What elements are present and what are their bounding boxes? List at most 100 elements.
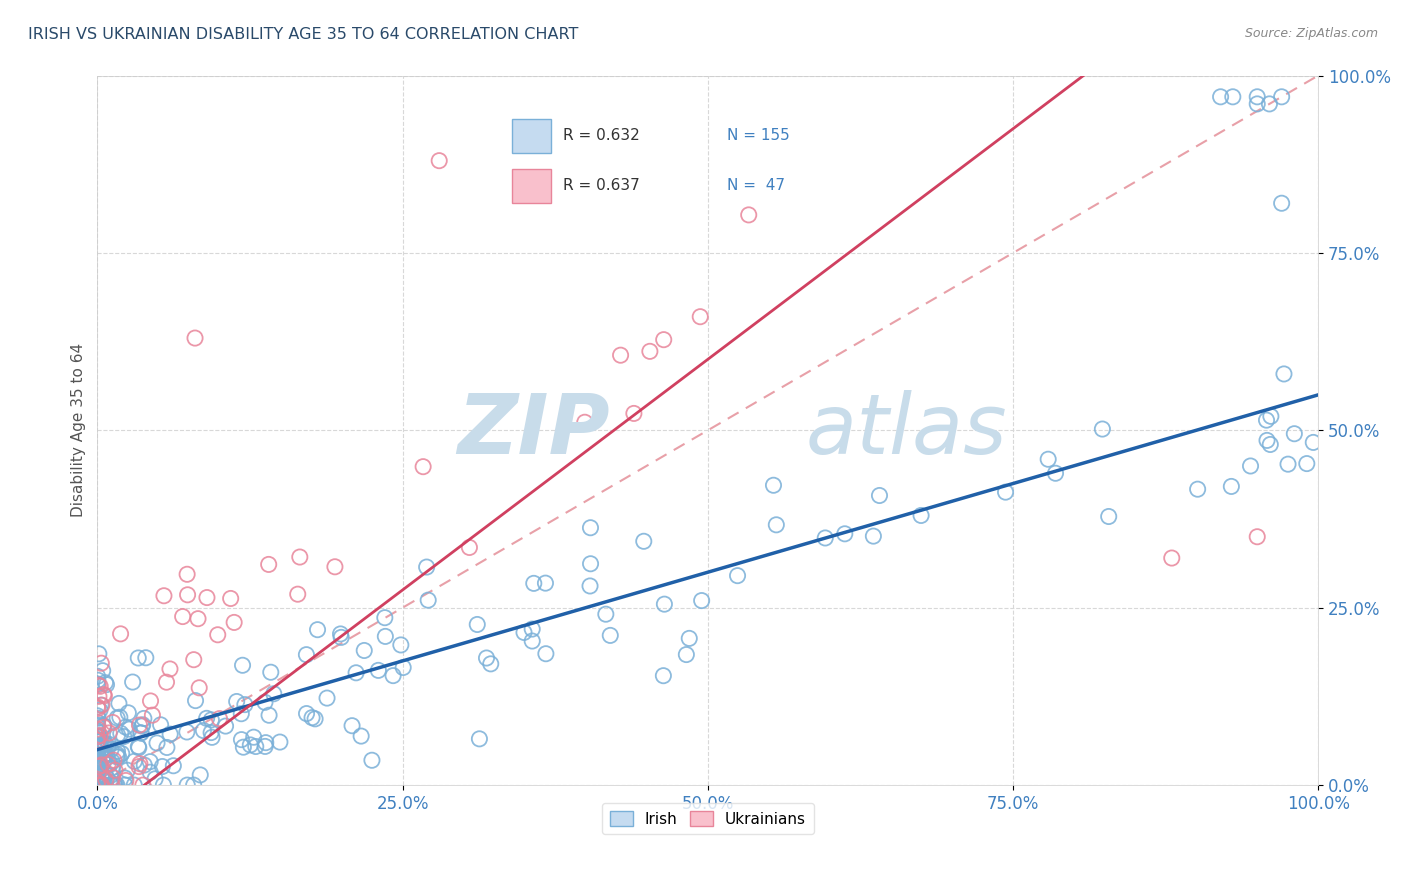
Point (689, 310, 711, 324)
Point (208, 712, 231, 726)
Point (195, 591, 218, 605)
Point (94, 749, 117, 764)
Point (353, 643, 375, 657)
Point (87, 759, 110, 773)
Point (87, 690, 110, 704)
Point (90, 769, 112, 783)
Point (87, 729, 110, 743)
Point (93, 749, 115, 764)
Point (465, 617, 488, 632)
Point (115, 773, 138, 788)
Point (89, 778, 111, 792)
Point (1209, 90, 1232, 104)
Point (344, 665, 367, 680)
Point (111, 747, 134, 761)
Point (90, 657, 112, 671)
Point (1098, 509, 1121, 524)
Point (135, 650, 157, 665)
Point (231, 732, 253, 747)
Point (89, 728, 111, 742)
Point (86, 739, 108, 753)
Point (288, 549, 311, 564)
Point (1258, 96, 1281, 111)
Point (201, 731, 224, 745)
Text: ZIP: ZIP (457, 390, 610, 471)
Point (94, 675, 117, 690)
Point (1295, 457, 1317, 471)
Point (86, 699, 108, 714)
Point (200, 713, 222, 727)
Point (103, 778, 125, 792)
Point (86, 735, 108, 749)
Point (87, 739, 110, 754)
Point (193, 723, 215, 738)
Point (412, 459, 434, 474)
Point (91, 719, 114, 733)
Point (1160, 551, 1182, 566)
Point (93, 737, 115, 751)
Point (427, 153, 450, 168)
Point (176, 567, 198, 582)
Point (86, 730, 108, 744)
Point (254, 739, 277, 754)
Point (257, 708, 280, 723)
Point (94, 765, 117, 780)
Point (98, 757, 121, 772)
Point (89, 703, 111, 717)
Point (101, 761, 124, 775)
Point (475, 651, 498, 665)
Point (105, 711, 128, 725)
Point (727, 568, 749, 582)
Point (765, 517, 787, 532)
Point (87, 757, 110, 772)
Point (93, 719, 115, 733)
Point (134, 758, 156, 772)
Point (101, 771, 124, 785)
Point (86, 755, 108, 769)
Point (814, 531, 837, 545)
Point (105, 747, 128, 762)
Point (110, 726, 132, 740)
Point (1239, 458, 1261, 473)
Point (638, 344, 661, 359)
Point (139, 694, 162, 708)
Point (468, 731, 491, 746)
Point (105, 750, 128, 764)
Point (599, 628, 621, 642)
Point (295, 648, 318, 662)
Point (579, 521, 602, 535)
Point (242, 730, 264, 744)
Point (1277, 457, 1299, 471)
Point (156, 740, 179, 755)
Point (118, 722, 141, 736)
Point (132, 718, 155, 732)
Point (87, 678, 110, 692)
Point (155, 675, 177, 690)
Point (94, 747, 117, 762)
Point (214, 719, 236, 733)
Point (87, 647, 110, 661)
Point (87, 725, 110, 739)
Point (139, 755, 162, 769)
Point (1091, 422, 1114, 436)
Point (239, 738, 262, 752)
Point (183, 778, 205, 792)
Point (1246, 96, 1268, 111)
Point (129, 726, 152, 740)
Point (260, 665, 283, 680)
Point (87, 673, 110, 688)
Point (107, 728, 129, 742)
Point (257, 558, 280, 572)
Point (86, 722, 108, 736)
Point (374, 629, 396, 643)
Point (1220, 479, 1243, 493)
Point (110, 627, 132, 641)
Point (139, 765, 162, 780)
Point (90, 698, 112, 713)
Point (117, 764, 139, 778)
Point (1045, 467, 1067, 481)
Point (87, 759, 110, 773)
Point (86, 719, 108, 733)
Point (834, 526, 856, 541)
Point (762, 478, 785, 492)
